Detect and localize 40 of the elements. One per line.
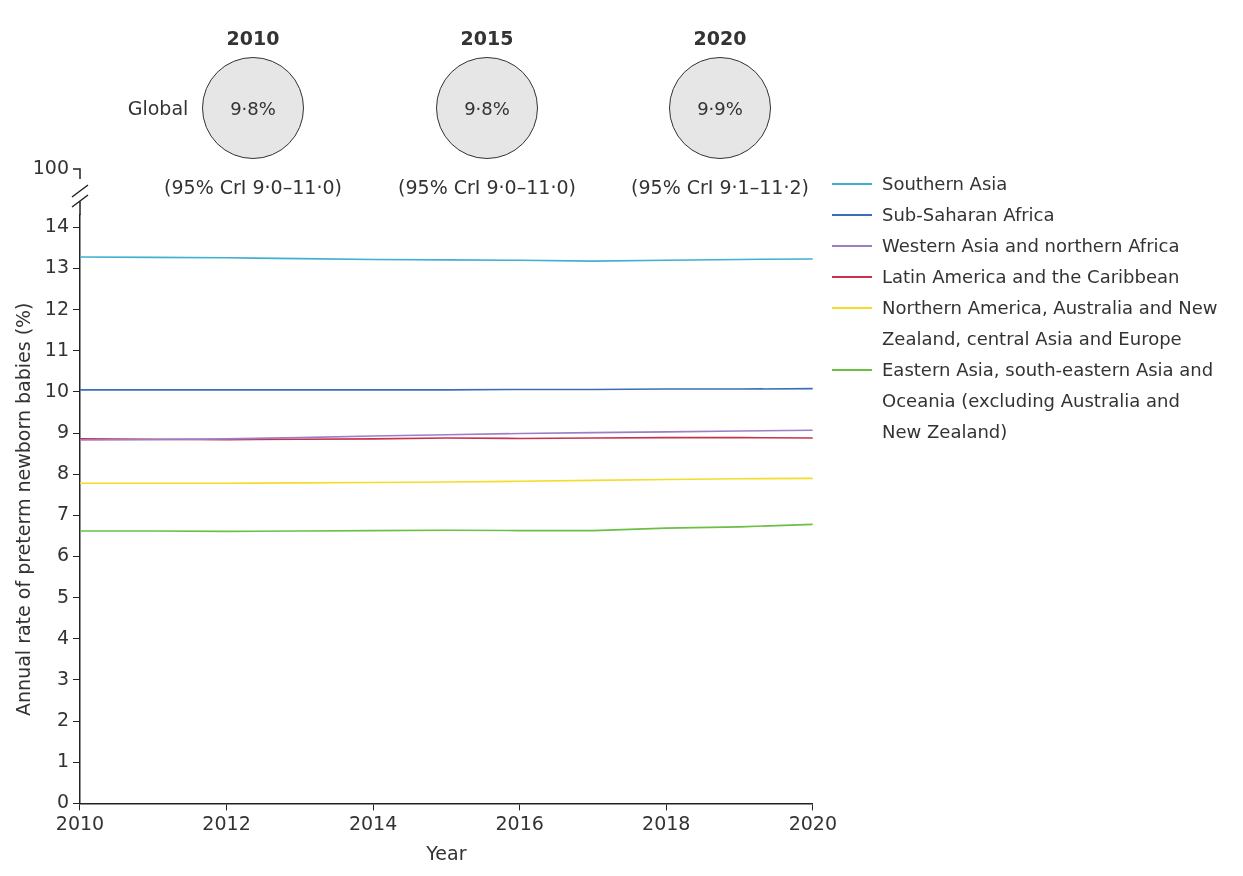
y-tick-label: 8 — [56, 461, 69, 484]
legend-label: Western Asia and northern Africa — [882, 234, 1180, 258]
text: 2015 — [460, 27, 514, 49]
x-tick-label: 2016 — [495, 811, 544, 834]
y-axis-title: Annual rate of preterm newborn babies (%) — [12, 302, 35, 716]
legend-label: Eastern Asia, south-eastern Asia and Oceania (excluding Australia and New Zealand) — [882, 358, 1215, 444]
y-tick-label: 11 — [44, 337, 69, 360]
x-tick-label: 2010 — [55, 811, 105, 834]
y-tick-label: 7 — [56, 502, 69, 525]
text: Global — [127, 97, 189, 119]
y-tick-label: 5 — [56, 584, 69, 607]
x-tick-label: 2012 — [202, 811, 251, 834]
y-tick-label: 6 — [56, 543, 69, 566]
circle: 9·8% — [202, 57, 304, 159]
y-tick-label: 3 — [56, 666, 69, 689]
y-tick-label: 4 — [56, 625, 69, 648]
text: 100 — [32, 155, 69, 178]
y-tick-label: 2 — [56, 708, 69, 731]
y-tick-label: 14 — [44, 214, 69, 237]
text: (95% CrI 9·0–11·0) — [164, 176, 342, 198]
y-tick-label: 12 — [44, 296, 69, 319]
x-tick-label: 2020 — [788, 811, 837, 834]
text: (95% CrI 9·0–11·0) — [398, 176, 576, 198]
legend-label: Latin America and the Caribbean — [882, 265, 1180, 289]
y-tick-label: 0 — [56, 790, 69, 813]
y-tick-label: 9 — [56, 420, 69, 443]
circle: 9·9% — [669, 57, 771, 159]
legend-label: Northern America, Australia and New Zealand, central Asia and Europe — [882, 296, 1219, 351]
text: 2020 — [693, 27, 747, 49]
y-tick-label: 1 — [56, 749, 69, 772]
legend-label: Sub-Saharan Africa — [882, 203, 1055, 227]
x-tick-label: 2018 — [642, 811, 691, 834]
text: 2010 — [226, 27, 280, 49]
text: (95% CrI 9·1–11·2) — [631, 176, 809, 198]
x-axis-title: Year — [425, 841, 467, 864]
circle: 9·8% — [436, 57, 538, 159]
y-tick-label: 10 — [44, 378, 69, 401]
legend-label: Southern Asia — [882, 172, 1008, 196]
x-tick-label: 2014 — [348, 811, 398, 834]
y-tick-label: 13 — [44, 255, 69, 278]
